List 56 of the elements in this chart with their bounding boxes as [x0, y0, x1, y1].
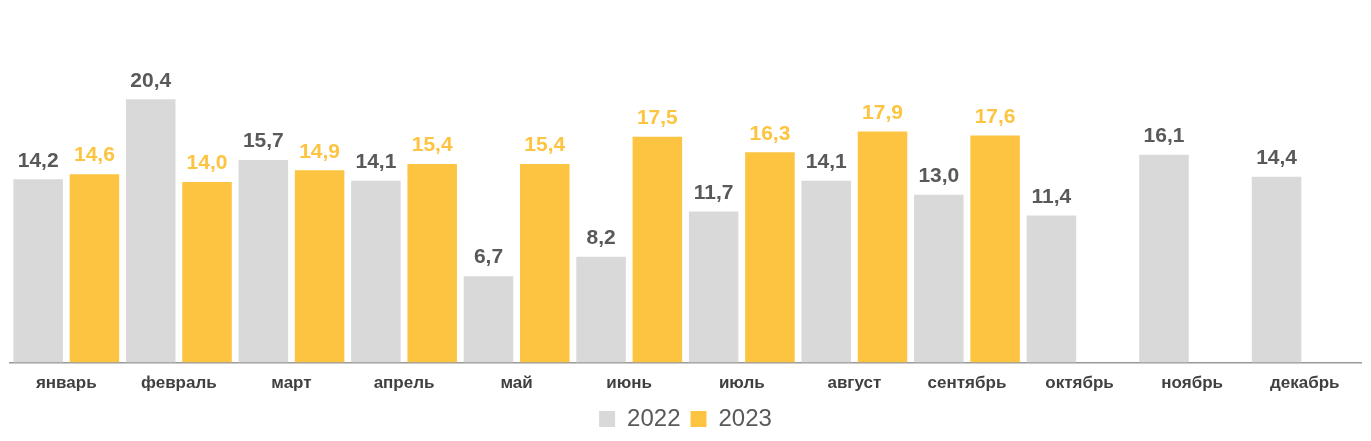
data-label: 14,2: [17, 147, 59, 171]
bar: [576, 256, 626, 363]
bar: [632, 136, 683, 363]
data-label: 11,7: [693, 179, 734, 203]
x-tick-label: ноябрь: [1161, 373, 1223, 393]
x-tick-label: январь: [34, 373, 97, 393]
bar: [1139, 154, 1189, 363]
data-label: 15,4: [411, 132, 453, 156]
x-tick-label: июль: [718, 373, 765, 393]
bar: [801, 180, 851, 363]
data-label: 14,6: [74, 142, 115, 166]
x-tick-label: февраль: [141, 373, 217, 393]
bar: [463, 276, 514, 363]
data-label: 17,9: [862, 99, 903, 123]
x-tick-label: декабрь: [1269, 373, 1340, 393]
bar: [238, 160, 289, 363]
x-tick-label: сентябрь: [927, 373, 1007, 393]
legend-label: 2022: [627, 403, 681, 431]
x-tick-label: октябрь: [1045, 373, 1114, 393]
x-tick-label: апрель: [373, 373, 435, 393]
data-label: 17,6: [974, 103, 1016, 127]
bar: [520, 163, 570, 363]
bar: [914, 194, 964, 363]
bar: [970, 135, 1020, 363]
x-tick-label: март: [271, 373, 312, 393]
data-label: 11,4: [1031, 183, 1072, 207]
bar: [1026, 215, 1077, 363]
data-label: 16,3: [749, 120, 791, 144]
legend-label: 2023: [718, 403, 772, 431]
bar: [294, 170, 345, 363]
data-label: 15,7: [242, 128, 284, 152]
x-tick-label: июнь: [606, 373, 653, 393]
bar: [1251, 176, 1302, 363]
data-label: 15,4: [524, 132, 566, 156]
data-label: 6,7: [473, 244, 504, 268]
bar: [407, 163, 457, 363]
bar: [125, 99, 176, 363]
bar: [745, 152, 795, 363]
data-label: 14,4: [1256, 145, 1298, 169]
bar: [688, 211, 739, 363]
x-tick-label: май: [500, 373, 533, 393]
data-label: 17,5: [636, 105, 679, 129]
data-label: 16,1: [1143, 123, 1185, 147]
bar: [69, 174, 120, 363]
bar: [857, 131, 908, 363]
bar: [13, 179, 63, 363]
data-label: 14,0: [186, 150, 228, 174]
bar: [351, 180, 401, 363]
data-label: 14,1: [355, 148, 397, 172]
bar: [182, 181, 232, 363]
data-label: 20,4: [130, 67, 172, 91]
data-label: 14,9: [299, 138, 341, 162]
data-label: 13,0: [918, 163, 960, 187]
data-label: 8,2: [586, 225, 616, 249]
data-label: 14,1: [805, 148, 847, 172]
x-tick-label: август: [827, 373, 882, 393]
